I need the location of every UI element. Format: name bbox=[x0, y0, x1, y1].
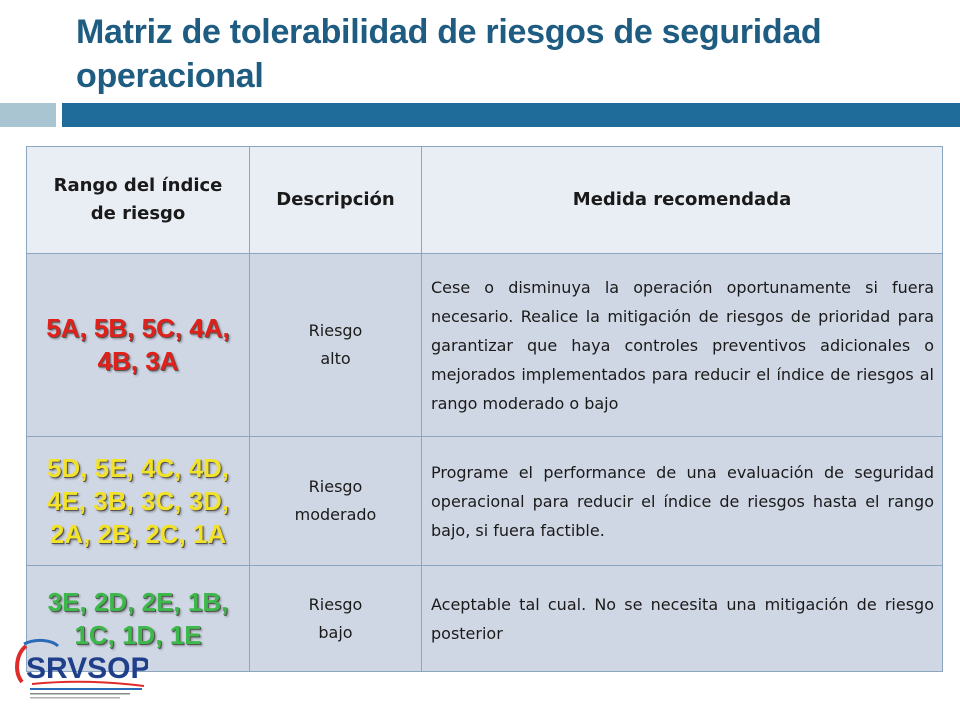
range-high: 5A, 5B, 5C, 4A, 4B, 3A bbox=[26, 253, 250, 437]
description-high-line1: Riesgo bbox=[308, 321, 363, 340]
description-high-line2: alto bbox=[320, 349, 351, 368]
description-low-line2: bajo bbox=[318, 622, 353, 642]
table-row-low: 3E, 2D, 2E, 1B, 1C, 1D, 1E Riesgo bajo A… bbox=[26, 565, 943, 672]
measure-high: Cese o disminuya la operación oportuname… bbox=[421, 253, 943, 437]
title-accent-bar-right bbox=[62, 103, 960, 127]
measure-low: Aceptable tal cual. No se necesita una m… bbox=[421, 565, 943, 672]
title-accent-bar-left bbox=[0, 103, 56, 127]
table-row-moderate: 5D, 5E, 4C, 4D, 4E, 3B, 3C, 3D, 2A, 2B, … bbox=[26, 436, 943, 566]
page-title: Matriz de tolerabilidad de riesgos de se… bbox=[76, 13, 822, 95]
range-moderate: 5D, 5E, 4C, 4D, 4E, 3B, 3C, 3D, 2A, 2B, … bbox=[26, 436, 250, 566]
table-row-high: 5A, 5B, 5C, 4A, 4B, 3A Riesgo alto Cese … bbox=[26, 253, 943, 437]
description-moderate-line2: moderado bbox=[294, 505, 377, 524]
header-range: Rango del índice de riesgo bbox=[26, 146, 250, 254]
table-header-row: Rango del índice de riesgo Descripción M… bbox=[26, 146, 943, 254]
risk-tolerability-table: Rango del índice de riesgo Descripción M… bbox=[26, 146, 943, 672]
srvsop-logo: SRVSOP bbox=[15, 638, 148, 699]
description-high: Riesgo alto bbox=[249, 253, 422, 437]
header-measure: Medida recomendada bbox=[421, 146, 943, 254]
description-moderate: Riesgo moderado bbox=[249, 436, 422, 566]
measure-moderate: Programe el performance de una evaluació… bbox=[421, 436, 943, 566]
logo-text: SRVSOP bbox=[26, 652, 148, 685]
description-moderate-line1: Riesgo bbox=[308, 477, 363, 496]
description-low: Riesgo bajo bbox=[249, 565, 422, 672]
header-description: Descripción bbox=[249, 146, 422, 254]
description-low-line1: Riesgo bbox=[308, 594, 363, 614]
range-low: 3E, 2D, 2E, 1B, 1C, 1D, 1E bbox=[26, 565, 250, 672]
